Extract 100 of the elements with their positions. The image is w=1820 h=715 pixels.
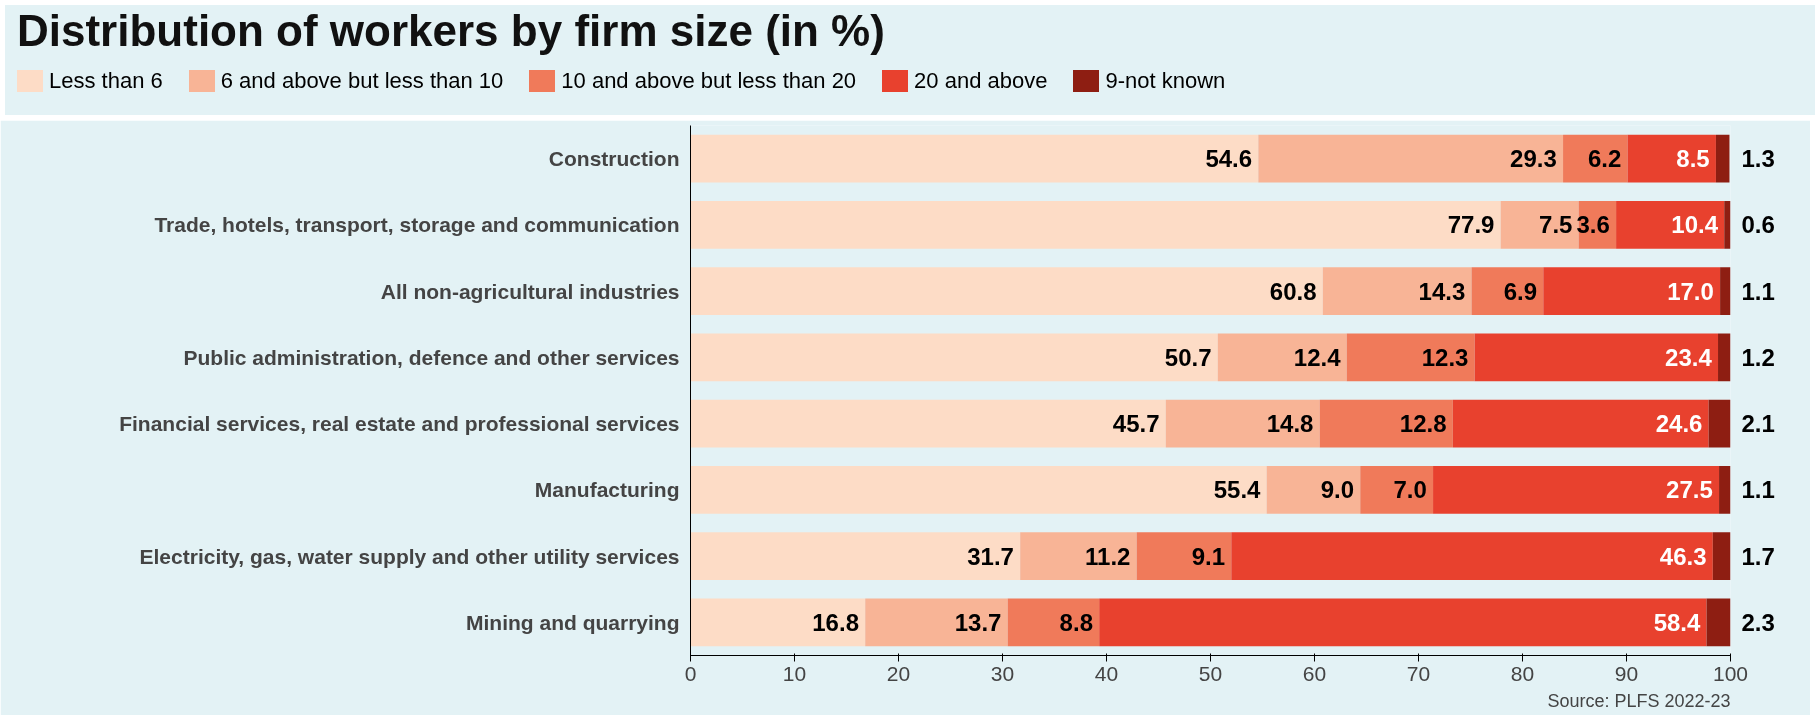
data-label: 14.8 xyxy=(1266,410,1314,438)
bar xyxy=(1165,399,1320,448)
bar xyxy=(1360,466,1434,514)
bar xyxy=(1099,598,1707,647)
bar xyxy=(1474,333,1719,382)
bar xyxy=(1322,267,1472,315)
data-label: 8.8 xyxy=(1059,608,1093,636)
bar xyxy=(1020,532,1137,580)
data-label: 1.3 xyxy=(1741,145,1775,173)
data-label: 54.6 xyxy=(1205,145,1253,173)
bar xyxy=(1708,399,1731,448)
bar xyxy=(1712,532,1731,580)
data-label: 1.1 xyxy=(1741,277,1775,305)
bar xyxy=(1543,267,1721,315)
legend-item: 6 and above but less than 10 xyxy=(188,65,504,97)
bar xyxy=(1500,201,1579,249)
data-label: 16.8 xyxy=(812,608,859,636)
y-tick-label: Public administration, defence and other services xyxy=(183,345,680,369)
data-label: 17.0 xyxy=(1667,277,1714,305)
data-label: 23.4 xyxy=(1665,343,1713,371)
data-label: 45.7 xyxy=(1112,410,1160,438)
data-label: 0.6 xyxy=(1741,211,1775,239)
bar xyxy=(1452,399,1709,448)
data-label: 6.9 xyxy=(1503,277,1538,305)
x-tick-label: 20 xyxy=(886,661,911,685)
bar xyxy=(690,466,1267,514)
data-label: 7.5 xyxy=(1539,211,1573,239)
bar xyxy=(690,598,866,647)
y-tick-label: Manufacturing xyxy=(534,478,680,502)
data-label: 31.7 xyxy=(967,542,1014,570)
x-tick-label: 90 xyxy=(1614,661,1639,685)
data-label: 10.4 xyxy=(1671,211,1719,239)
data-label: 7.0 xyxy=(1393,476,1427,504)
bar xyxy=(1724,201,1731,249)
bar xyxy=(1433,466,1720,514)
bar xyxy=(690,532,1021,580)
bar xyxy=(1719,466,1731,514)
bar xyxy=(1715,134,1730,183)
bar xyxy=(1231,532,1713,580)
data-label: 3.6 xyxy=(1576,211,1610,239)
x-tick-label: 40 xyxy=(1094,661,1119,685)
bar xyxy=(1471,267,1544,315)
bar xyxy=(865,598,1008,647)
data-label: 29.3 xyxy=(1510,145,1557,173)
legend-item: Less than 6 xyxy=(17,65,163,97)
bar xyxy=(1258,134,1564,183)
y-tick-label: Electricity, gas, water supply and other utility services xyxy=(139,544,680,568)
data-label: 24.6 xyxy=(1655,410,1703,438)
data-label: 58.4 xyxy=(1653,608,1701,636)
x-tick-label: 80 xyxy=(1510,661,1535,685)
source-note: Source: PLFS 2022-23 xyxy=(1547,690,1731,711)
data-label: 12.8 xyxy=(1399,410,1447,438)
bar xyxy=(1007,598,1100,647)
data-label: 12.3 xyxy=(1421,343,1469,371)
bar xyxy=(1266,466,1361,514)
data-label: 8.5 xyxy=(1676,145,1710,173)
x-tick-label: 60 xyxy=(1302,661,1327,685)
y-tick-label: Mining and quarrying xyxy=(466,610,680,634)
bar xyxy=(1627,134,1716,183)
x-tick-label: 10 xyxy=(782,661,807,685)
bar xyxy=(1720,267,1731,315)
bar xyxy=(1718,333,1731,382)
data-label: 55.4 xyxy=(1213,476,1262,504)
data-label: 12.4 xyxy=(1293,343,1342,371)
data-label: 2.1 xyxy=(1741,410,1775,438)
data-label: 13.7 xyxy=(954,608,1002,636)
data-label: 50.7 xyxy=(1164,343,1212,371)
data-label: 11.2 xyxy=(1085,542,1131,570)
bar xyxy=(1319,399,1453,448)
y-tick-label: Trade, hotels, transport, storage and communication xyxy=(154,213,680,237)
bar xyxy=(1706,598,1731,647)
data-label: 1.1 xyxy=(1741,476,1775,504)
data-label: 60.8 xyxy=(1269,277,1317,305)
chart-title: Distribution of workers by firm size (in %) xyxy=(17,5,886,57)
bar xyxy=(690,134,1259,183)
data-label: 77.9 xyxy=(1447,211,1495,239)
x-tick-label: 50 xyxy=(1198,661,1223,685)
data-label: 9.1 xyxy=(1191,542,1226,570)
legend-item: 9-not known xyxy=(1073,65,1226,97)
legend-item: 10 and above but less than 20 xyxy=(529,65,857,97)
bar xyxy=(690,201,1501,249)
legend-item: 20 and above xyxy=(882,65,1048,97)
y-tick-label: Construction xyxy=(548,147,680,171)
bar xyxy=(690,399,1166,448)
data-label: 1.7 xyxy=(1741,542,1775,570)
data-label: 9.0 xyxy=(1320,476,1355,504)
x-tick-label: 70 xyxy=(1406,661,1431,685)
bar xyxy=(1217,333,1347,382)
y-tick-label: Financial services, real estate and professional services xyxy=(119,412,680,436)
data-label: 27.5 xyxy=(1666,476,1713,504)
data-label: 46.3 xyxy=(1659,542,1707,570)
bar xyxy=(690,333,1218,382)
y-tick-label: All non-agricultural industries xyxy=(380,279,680,303)
data-label: 14.3 xyxy=(1418,277,1466,305)
bar xyxy=(1346,333,1475,382)
data-label: 1.2 xyxy=(1741,343,1775,371)
data-label: 6.2 xyxy=(1587,145,1622,173)
x-tick-label: 30 xyxy=(990,661,1015,685)
x-tick-label: 0 xyxy=(684,661,697,685)
bar xyxy=(1616,201,1725,249)
